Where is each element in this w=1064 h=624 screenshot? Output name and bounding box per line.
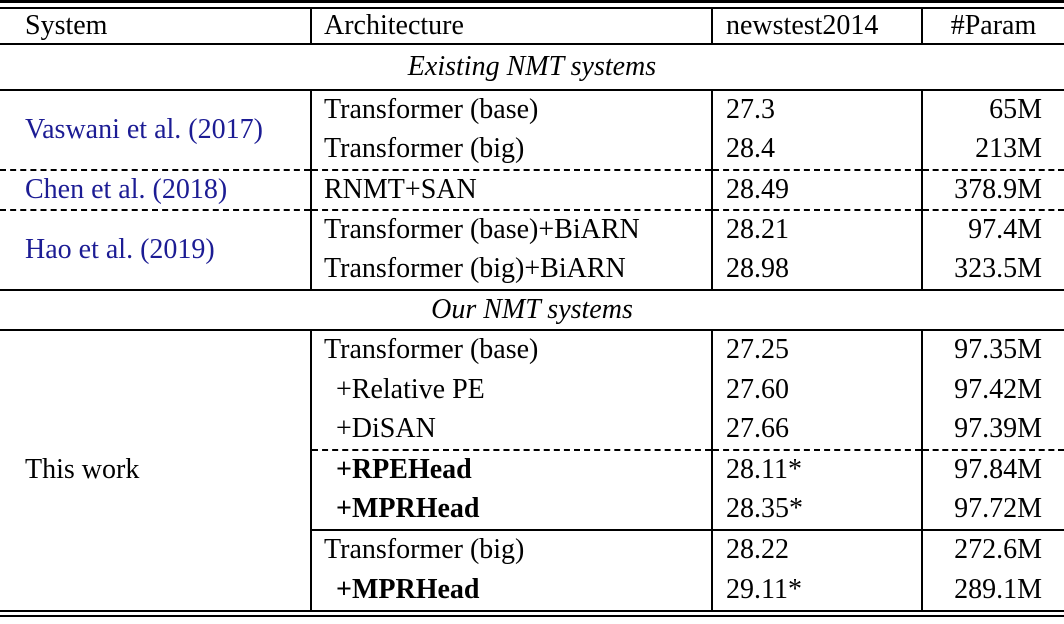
- table-row: Chen et al. (2018) RNMT+SAN 28.49 378.9M: [0, 170, 1064, 211]
- section-label-our: Our NMT systems: [0, 289, 1064, 331]
- architecture-cell: Transformer (base): [310, 330, 712, 370]
- table-row: Hao et al. (2019) Transformer (base)+BiA…: [0, 210, 1064, 264]
- architecture-cell: +Relative PE: [310, 370, 712, 410]
- table-row: Vaswani et al. (2017) Transformer (base)…: [0, 90, 1064, 171]
- citation-link-hao-2019[interactable]: Hao et al. (2019): [25, 233, 215, 265]
- table-row: Transformer (big) 28.4 213M: [0, 130, 1064, 171]
- newstest2014-cell: 28.11*: [711, 450, 922, 490]
- newstest2014-cell: 27.25: [711, 330, 922, 370]
- newstest2014-cell: 28.22: [711, 530, 922, 570]
- bottom-rule-lower: [0, 615, 1064, 617]
- table-header-row: System Architecture newstest2014 #Param: [0, 9, 1064, 45]
- architecture-cell: RNMT+SAN: [310, 170, 712, 211]
- column-header-param: #Param: [921, 9, 1064, 45]
- newstest2014-cell: 28.21: [711, 210, 922, 250]
- newstest2014-cell: 27.66: [711, 410, 922, 451]
- param-cell: 378.9M: [921, 170, 1064, 211]
- table-row: +MPRHead 29.11* 289.1M: [0, 570, 1064, 610]
- newstest2014-cell: 28.98: [711, 250, 922, 290]
- param-cell: 97.84M: [921, 450, 1064, 490]
- architecture-cell: Transformer (big): [310, 530, 712, 570]
- table-row: +MPRHead 28.35* 97.72M: [0, 490, 1064, 531]
- table-row: +Relative PE 27.60 97.42M: [0, 370, 1064, 410]
- column-header-architecture: Architecture: [310, 9, 712, 45]
- architecture-cell: +MPRHead: [310, 570, 712, 610]
- architecture-cell: Transformer (base): [310, 90, 712, 130]
- section-row-our: Our NMT systems: [0, 289, 1064, 331]
- architecture-cell: +MPRHead: [310, 490, 712, 531]
- param-cell: 97.4M: [921, 210, 1064, 250]
- param-cell: 97.42M: [921, 370, 1064, 410]
- newstest2014-cell: 28.35*: [711, 490, 922, 531]
- newstest2014-cell: 28.49: [711, 170, 922, 211]
- results-table: System Architecture newstest2014 #Param …: [0, 9, 1064, 610]
- param-cell: 97.39M: [921, 410, 1064, 451]
- param-cell: 65M: [921, 90, 1064, 130]
- system-cell-this-work: This work: [25, 454, 140, 486]
- newstest2014-cell: 29.11*: [711, 570, 922, 610]
- architecture-cell: +RPEHead: [310, 450, 712, 490]
- section-row-existing: Existing NMT systems: [0, 43, 1064, 91]
- param-cell: 97.72M: [921, 490, 1064, 531]
- citation-link-vaswani-2017[interactable]: Vaswani et al. (2017): [25, 113, 263, 145]
- table-row: +DiSAN 27.66 97.39M: [0, 410, 1064, 451]
- column-header-system: System: [0, 9, 311, 45]
- system-cell-vaswani: Vaswani et al. (2017): [0, 90, 311, 171]
- system-cell-chen: Chen et al. (2018): [0, 170, 311, 211]
- architecture-cell: +DiSAN: [310, 410, 712, 451]
- param-cell: 289.1M: [921, 570, 1064, 610]
- table-row: Transformer (big)+BiARN 28.98 323.5M: [0, 250, 1064, 290]
- top-rule-thin: [0, 7, 1064, 9]
- architecture-cell: Transformer (big): [310, 130, 712, 171]
- architecture-cell: Transformer (big)+BiARN: [310, 250, 712, 290]
- param-cell: 97.35M: [921, 330, 1064, 370]
- param-cell: 213M: [921, 130, 1064, 171]
- table-row: +RPEHead 28.11* 97.84M: [0, 450, 1064, 490]
- architecture-cell: Transformer (base)+BiARN: [310, 210, 712, 250]
- citation-link-chen-2018[interactable]: Chen et al. (2018): [25, 173, 228, 205]
- table-row: This work Transformer (base) 27.25 97.35…: [0, 330, 1064, 485]
- param-cell: 323.5M: [921, 250, 1064, 290]
- param-cell: 272.6M: [921, 530, 1064, 570]
- section-label-existing: Existing NMT systems: [0, 43, 1064, 91]
- column-header-newstest2014: newstest2014: [711, 9, 922, 45]
- newstest2014-cell: 27.3: [711, 90, 922, 130]
- newstest2014-cell: 27.60: [711, 370, 922, 410]
- top-rule-heavy: [0, 0, 1064, 3]
- system-cell-hao: Hao et al. (2019): [0, 210, 311, 290]
- bottom-rule-upper: [0, 610, 1064, 612]
- newstest2014-cell: 28.4: [711, 130, 922, 171]
- table-row: Transformer (big) 28.22 272.6M: [0, 530, 1064, 570]
